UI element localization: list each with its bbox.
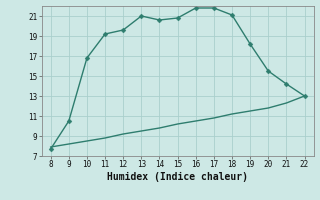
X-axis label: Humidex (Indice chaleur): Humidex (Indice chaleur)	[107, 172, 248, 182]
